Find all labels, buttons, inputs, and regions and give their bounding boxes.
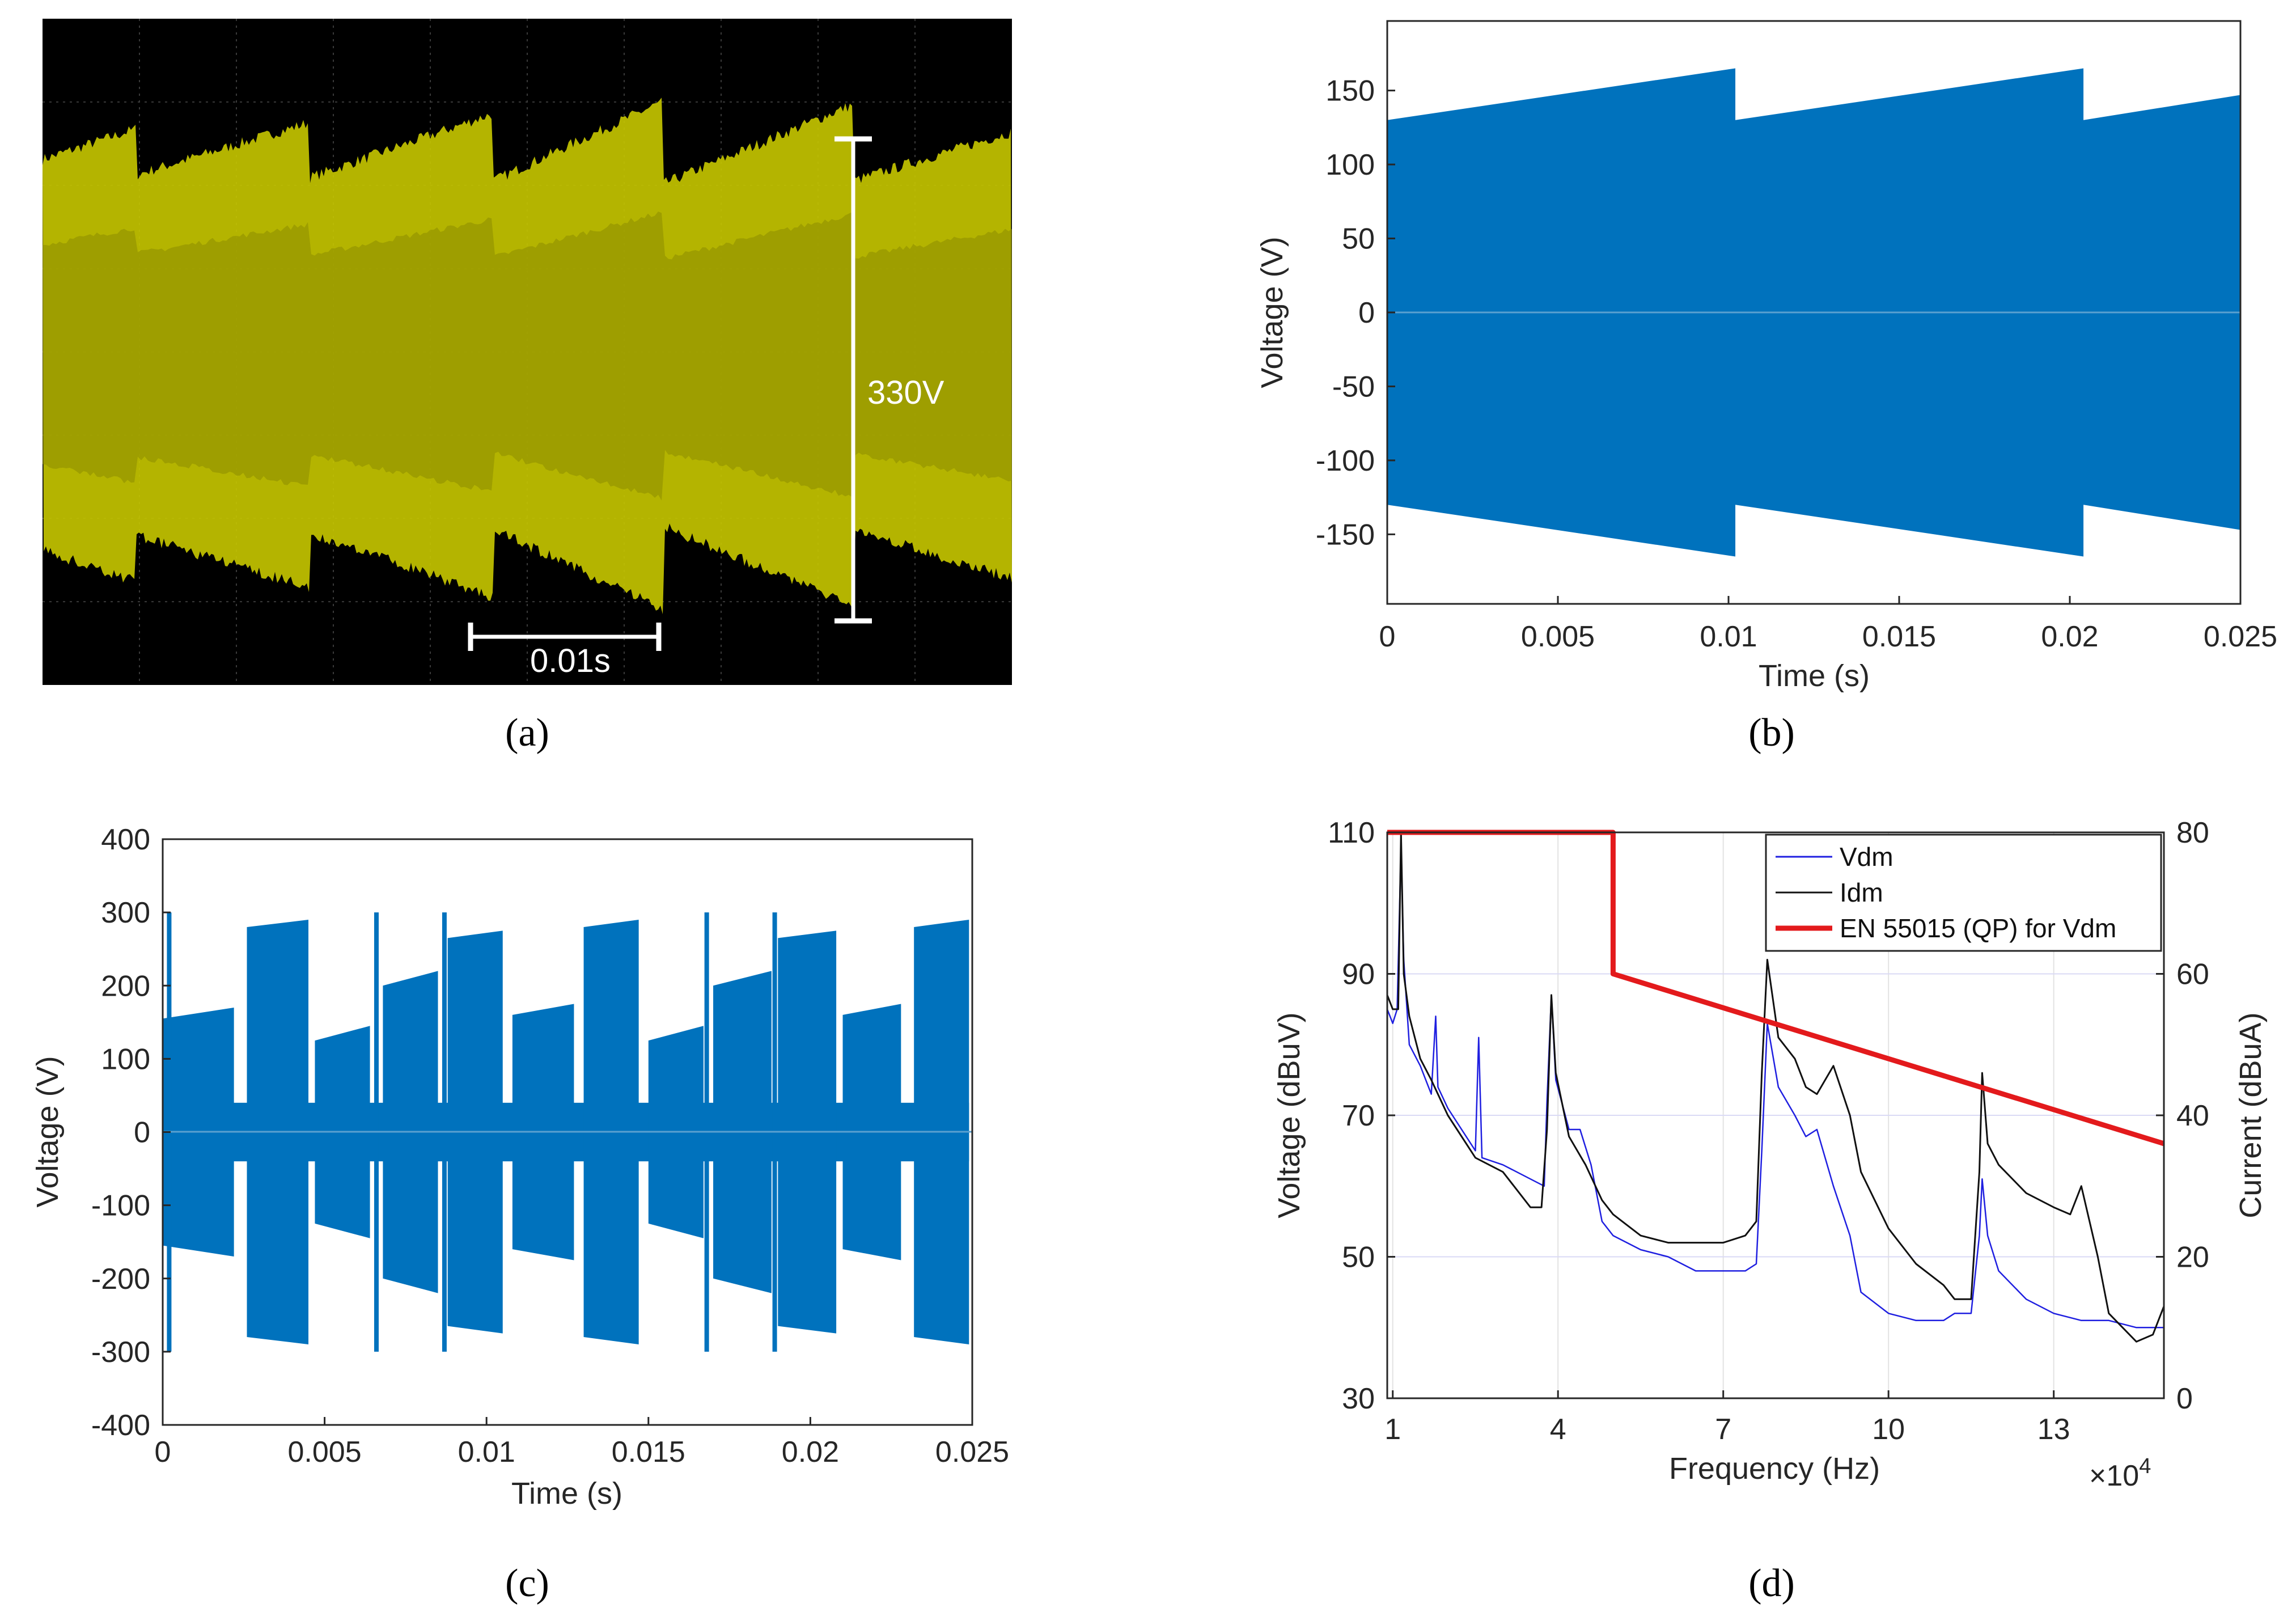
x-tick-label-b: 0.025 [2204, 620, 2277, 653]
x-tick-label-c: 0.015 [612, 1436, 685, 1469]
x-axis-label-b: Time (s) [1759, 659, 1870, 693]
x-tick-label-c: 0 [155, 1436, 171, 1469]
y-axis-label-right-d: Current (dBuA) [2234, 1012, 2268, 1218]
panel-label-d: (d) [1748, 1562, 1795, 1605]
x-tick-label-b: 0.02 [2041, 620, 2098, 653]
amplitude-label: 330V [867, 374, 944, 411]
x-multiplier-d: ×104 [2089, 1454, 2151, 1492]
x-tick-label-d: 13 [2037, 1413, 2070, 1446]
legend-label-vdm: Vdm [1840, 842, 1893, 872]
y-tick-label-c: 0 [134, 1116, 150, 1149]
x-tick-label-c: 0.02 [782, 1436, 839, 1469]
y-tick-label-c: -200 [91, 1263, 150, 1296]
x-tick-label-b: 0 [1379, 620, 1396, 653]
panel-c: 0 0.005 0.01 0.015 0.02 0.025 400 300 200 100 0 -10… [31, 823, 1009, 1605]
legend-label-idm: Idm [1840, 878, 1883, 907]
y-tick-label-right-d: 0 [2176, 1382, 2193, 1415]
y-tick-label-b: 150 [1325, 75, 1375, 108]
time-scale-label: 0.01s [530, 642, 611, 679]
y-tick-label-b: 0 [1358, 297, 1375, 329]
y-tick-label-c: 400 [101, 823, 150, 856]
x-tick-label-d: 7 [1715, 1413, 1731, 1446]
y-tick-label-b: 100 [1325, 149, 1375, 181]
x-axis-label-d: Frequency (Hz) [1669, 1452, 1880, 1486]
y-tick-label-right-d: 40 [2176, 1099, 2209, 1132]
scope-waveform [43, 98, 1012, 615]
panel-label-b: (b) [1748, 711, 1795, 755]
y-tick-label-right-d: 20 [2176, 1241, 2209, 1274]
x-tick-label-b: 0.01 [1700, 620, 1757, 653]
x-tick-label-b: 0.015 [1862, 620, 1936, 653]
y-tick-label-c: 100 [101, 1043, 150, 1076]
x-tick-label-c: 0.025 [935, 1436, 1009, 1469]
y-tick-label-b: -50 [1332, 370, 1375, 403]
y-tick-label-right-d: 60 [2176, 958, 2209, 991]
time-scale-marker [468, 623, 662, 651]
y-axis-label-left-d: Voltage (dBuV) [1272, 1012, 1306, 1218]
y-tick-label-right-d: 80 [2176, 817, 2209, 849]
y-tick-label-left-d: 50 [1342, 1241, 1375, 1274]
y-tick-label-c: 300 [101, 896, 150, 929]
y-axis-label-b: Voltage (V) [1255, 236, 1289, 388]
x-tick-label-d: 10 [1872, 1413, 1905, 1446]
amplitude-marker [834, 136, 872, 624]
y-tick-label-left-d: 110 [1328, 817, 1375, 849]
series-vdm [1386, 845, 2164, 1329]
scope-inner-band [43, 211, 1012, 501]
ticks-d: 1 4 7 10 13 110 90 70 50 30 80 60 40 20 0 [1328, 817, 2209, 1446]
x-axis-label-c: Time (s) [511, 1477, 622, 1511]
legend-d: Vdm Idm EN 55015 (QP) for Vdm [1765, 834, 2162, 952]
y-tick-label-c: 200 [101, 970, 150, 1002]
panel-b: 0 0.005 0.01 0.015 0.02 0.025 150 100 50 0 -50 -100… [1255, 20, 2277, 755]
y-tick-label-b: -100 [1316, 445, 1375, 477]
y-tick-label-c: -100 [91, 1190, 150, 1222]
x-tick-label-d: 1 [1384, 1413, 1401, 1446]
x-tick-label-c: 0.01 [458, 1436, 515, 1469]
y-axis-label-c: Voltage (V) [31, 1056, 65, 1207]
y-tick-label-left-d: 70 [1342, 1099, 1375, 1132]
ticks-c: 0 0.005 0.01 0.015 0.02 0.025 400 300 200 100 0 -10… [91, 823, 1009, 1469]
x-tick-label-c: 0.005 [288, 1436, 362, 1469]
x-tick-label-d: 4 [1550, 1413, 1566, 1446]
y-tick-label-b: -150 [1316, 518, 1375, 551]
y-tick-label-b: 50 [1342, 223, 1375, 256]
panel-d: 1 4 7 10 13 110 90 70 50 30 80 60 40 20 0 Frequency (H… [1272, 817, 2268, 1605]
y-tick-label-c: -300 [91, 1336, 150, 1369]
series-idm [1386, 831, 2165, 1343]
panel-a: 330V 0.01s (a) [43, 19, 1012, 755]
legend-label-limit: EN 55015 (QP) for Vdm [1840, 913, 2116, 943]
y-tick-label-c: -400 [91, 1409, 150, 1442]
panel-label-a: (a) [505, 711, 549, 755]
y-tick-label-left-d: 90 [1342, 958, 1375, 991]
x-tick-label-b: 0.005 [1521, 620, 1595, 653]
panel-label-c: (c) [505, 1562, 549, 1605]
y-tick-label-left-d: 30 [1342, 1382, 1375, 1415]
ticks-b: 0 0.005 0.01 0.015 0.02 0.025 150 100 50 0 -50 -100… [1316, 75, 2277, 653]
